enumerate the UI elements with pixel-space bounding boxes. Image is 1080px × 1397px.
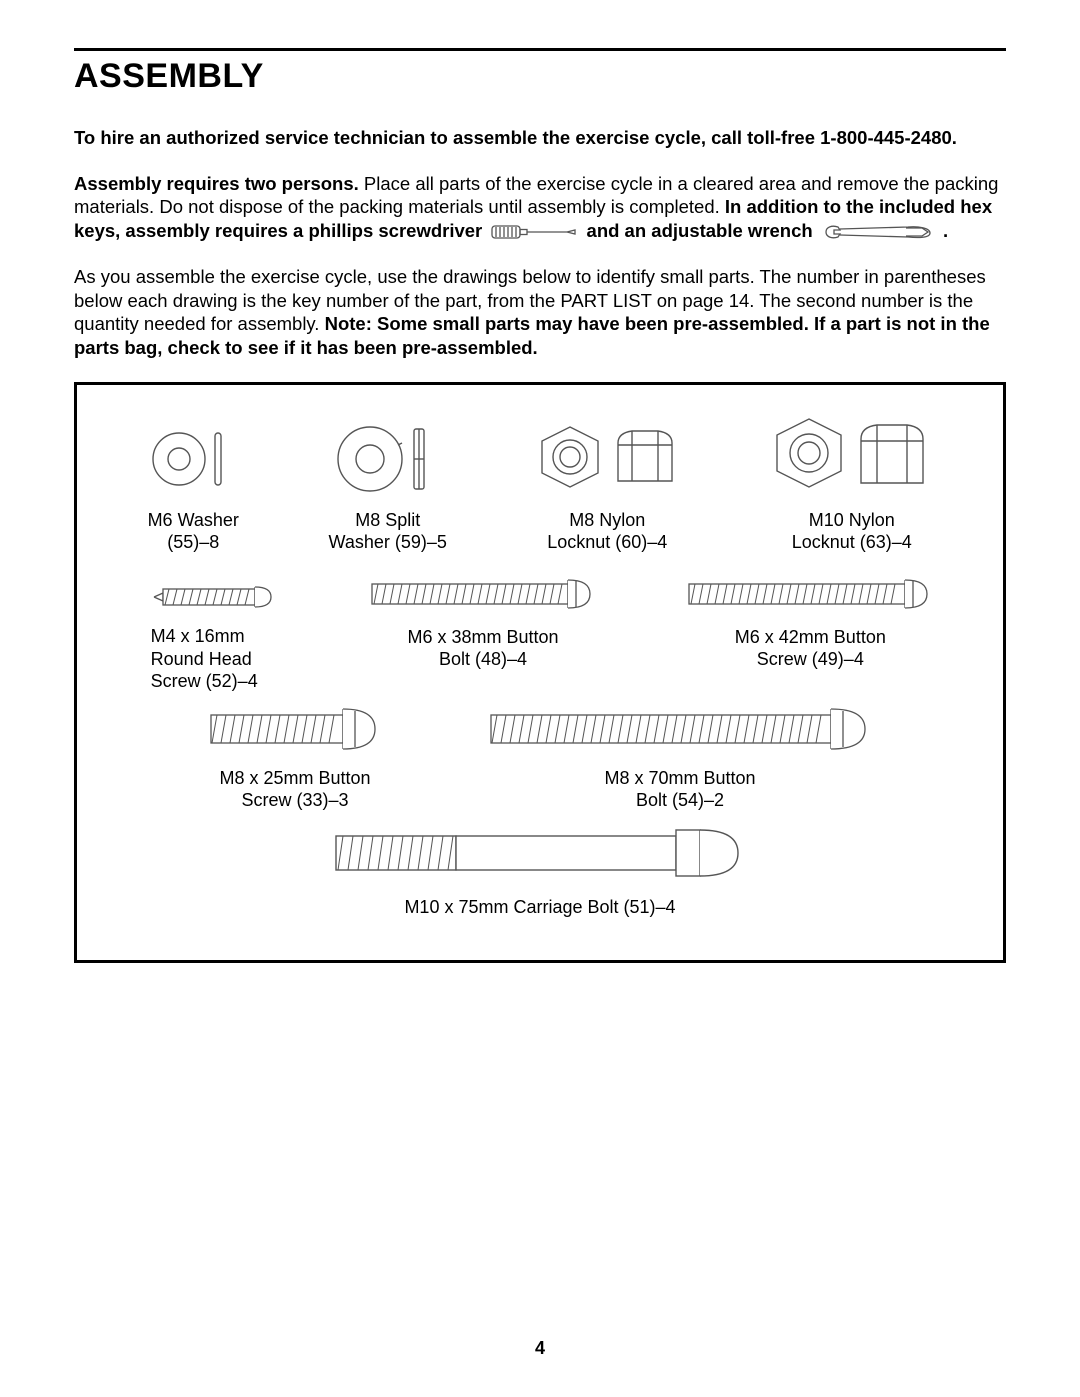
m8x25-screw-label: M8 x 25mm Button Screw (33)–3: [219, 767, 370, 812]
m8-split-washer-icon: [328, 419, 448, 499]
part-m8x25-screw: M8 x 25mm Button Screw (33)–3: [205, 701, 385, 812]
part-m10-nylon-locknut: M10 Nylon Locknut (63)–4: [767, 413, 937, 554]
m10x75-carriage-bolt-icon: [330, 820, 750, 886]
m10-nylon-locknut-icon: [767, 413, 937, 499]
m6x38-bolt-label: M6 x 38mm Button Bolt (48)–4: [407, 626, 558, 671]
page-title: ASSEMBLY: [74, 57, 1006, 96]
parts-row-3: M8 x 25mm Button Screw (33)–3: [101, 701, 979, 812]
part-m6x38-bolt: M6 x 38mm Button Bolt (48)–4: [368, 572, 598, 693]
parts-row-2: M4 x 16mm Round Head Screw (52)–4: [101, 572, 979, 693]
m8-nylon-locknut-icon: [532, 419, 682, 499]
part-m8-split-washer: M8 Split Washer (59)–5: [328, 419, 448, 554]
assembly-requires-paragraph: Assembly requires two persons. Place all…: [74, 172, 1006, 243]
m6-washer-icon: [143, 419, 243, 499]
part-m6-washer: M6 Washer (55)–8: [143, 419, 243, 554]
top-rule: [74, 48, 1006, 51]
m6-washer-label: M6 Washer (55)–8: [148, 509, 239, 554]
wrench-icon: [822, 221, 934, 243]
p2-period: .: [938, 220, 948, 241]
part-m8-nylon-locknut: M8 Nylon Locknut (60)–4: [532, 419, 682, 554]
m4x16-screw-icon: [151, 579, 281, 615]
m8x25-screw-icon: [205, 701, 385, 757]
page-number: 4: [0, 1338, 1080, 1359]
parts-box: M6 Washer (55)–8 M8 Split: [74, 382, 1006, 964]
m10-nylon-locknut-label: M10 Nylon Locknut (63)–4: [792, 509, 912, 554]
m10x75-carriage-bolt-label: M10 x 75mm Carriage Bolt (51)–4: [404, 896, 675, 919]
m8-nylon-locknut-label: M8 Nylon Locknut (60)–4: [547, 509, 667, 554]
m6x42-screw-icon: [685, 572, 935, 616]
m8x70-bolt-label: M8 x 70mm Button Bolt (54)–2: [604, 767, 755, 812]
screwdriver-icon: [491, 223, 577, 241]
hire-line: To hire an authorized service technician…: [74, 126, 1006, 150]
identify-parts-paragraph: As you assemble the exercise cycle, use …: [74, 265, 1006, 360]
m4x16-screw-label: M4 x 16mm Round Head Screw (52)–4: [151, 625, 258, 693]
part-m10x75-carriage-bolt: M10 x 75mm Carriage Bolt (51)–4: [330, 820, 750, 919]
m8-split-washer-label: M8 Split Washer (59)–5: [329, 509, 447, 554]
parts-row-1: M6 Washer (55)–8 M8 Split: [101, 413, 979, 554]
m6x42-screw-label: M6 x 42mm Button Screw (49)–4: [735, 626, 886, 671]
m8x70-bolt-icon: [485, 701, 875, 757]
two-persons-lead: Assembly requires two persons.: [74, 173, 359, 194]
part-m6x42-screw: M6 x 42mm Button Screw (49)–4: [685, 572, 935, 693]
page: ASSEMBLY To hire an authorized service t…: [0, 0, 1080, 1397]
parts-row-4: M10 x 75mm Carriage Bolt (51)–4: [101, 820, 979, 919]
m6x38-bolt-icon: [368, 572, 598, 616]
part-m8x70-bolt: M8 x 70mm Button Bolt (54)–2: [485, 701, 875, 812]
p2-tail-b: and an adjustable wrench: [581, 220, 817, 241]
part-m4x16-screw: M4 x 16mm Round Head Screw (52)–4: [151, 579, 281, 693]
